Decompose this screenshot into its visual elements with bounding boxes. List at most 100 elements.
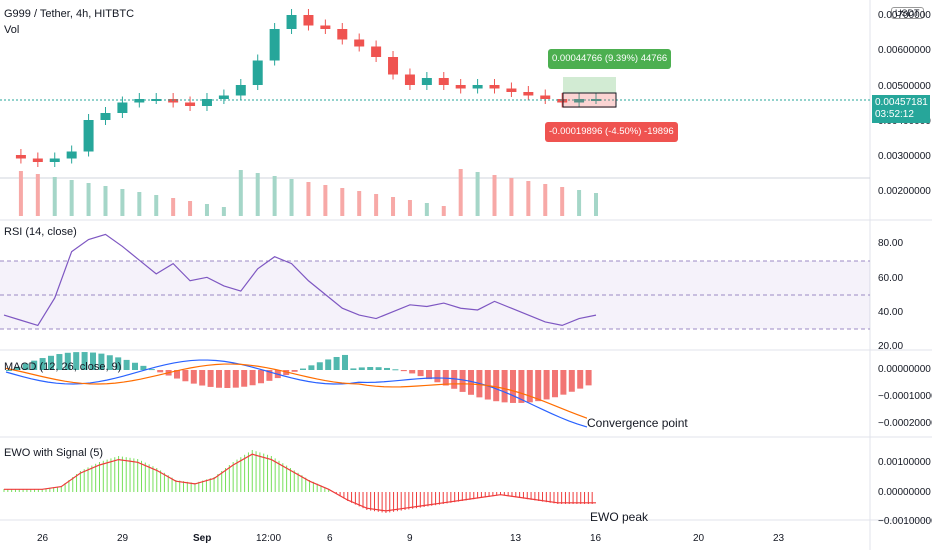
profit-zone [563, 77, 616, 93]
macd-histogram-bar [568, 370, 575, 392]
candle-body [32, 158, 43, 162]
macd-histogram-bar [577, 370, 584, 389]
volume-bar [52, 177, 57, 216]
volume-bar [492, 175, 497, 216]
volume-bar [204, 204, 209, 216]
candle-body [320, 25, 331, 29]
candle-body [337, 29, 348, 40]
volume-bar [424, 203, 429, 216]
macd-histogram-bar [56, 354, 63, 370]
macd-histogram-bar [81, 352, 88, 370]
time-tick: 9 [407, 533, 413, 544]
candle-body [201, 99, 212, 106]
ewo-title: EWO with Signal (5) [4, 447, 104, 459]
price-tick: 0.00500000 [878, 81, 931, 92]
macd-title: MACD (12, 26, close, 9) [4, 361, 122, 373]
ewo-tick: 0.00000000 [878, 487, 931, 498]
macd-histogram-bar [493, 370, 500, 402]
macd-histogram-bar [132, 362, 138, 370]
volume-bar [475, 172, 480, 216]
macd-histogram-bar [333, 356, 340, 370]
rsi-tick: 60.00 [878, 273, 904, 284]
macd-histogram-bar [300, 368, 306, 370]
macd-tick: 0.00000000 [878, 364, 931, 375]
macd-histogram-bar [358, 367, 365, 370]
volume-bar [238, 170, 243, 216]
macd-histogram-bar [22, 363, 29, 370]
candle-body [438, 78, 449, 85]
volume-bar [171, 198, 176, 216]
candle-body [235, 85, 246, 96]
price-tick: 0.00600000 [878, 45, 931, 56]
macd-histogram-bar [468, 370, 474, 395]
macd-histogram-bar [106, 355, 113, 370]
price-tick: 0.00200000 [878, 186, 931, 197]
volume-bar [69, 180, 74, 216]
macd-histogram-bar [48, 355, 54, 370]
macd-histogram-bar [115, 357, 122, 370]
macd-histogram-bar [224, 370, 231, 388]
rsi-title: RSI (14, close) [4, 226, 77, 238]
ewo-tick: −0.00100000 [878, 516, 932, 527]
volume-bar [255, 173, 260, 216]
volume-bar [86, 183, 91, 216]
time-tick: 29 [117, 533, 129, 544]
macd-histogram-bar [148, 369, 155, 371]
volume-bar [560, 187, 565, 216]
symbol-title: G999 / Tether, 4h, HITBTC [4, 8, 135, 20]
candle-body [506, 88, 517, 92]
macd-histogram-bar [342, 354, 348, 370]
macd-histogram-bar [375, 367, 382, 370]
candle-body [574, 99, 585, 103]
volume-bar [526, 181, 531, 216]
macd-histogram-bar [241, 370, 248, 387]
macd-histogram-bar [140, 365, 147, 370]
time-tick: 16 [590, 533, 602, 544]
candle-body [557, 99, 568, 103]
volume-bar [137, 192, 142, 216]
candle-body [252, 60, 263, 85]
loss-label: -0.00019896 (-4.50%) -19896 [545, 122, 678, 142]
macd-histogram-bar [409, 370, 416, 374]
macd-histogram-bar [207, 370, 214, 387]
macd-histogram-bar [90, 352, 96, 370]
candle-body [371, 46, 382, 57]
volume-label: Vol [4, 24, 20, 36]
profit-label: 0.00044766 (9.39%) 44766 [548, 49, 672, 69]
currency-badge[interactable]: USDT [891, 7, 924, 19]
time-tick: 13 [510, 533, 522, 544]
macd-signal-line [5, 363, 595, 422]
macd-line [5, 359, 595, 430]
time-tick: 26 [37, 533, 49, 544]
rsi-tick: 40.00 [878, 307, 904, 318]
volume-bar [272, 176, 277, 216]
macd-histogram-bar [384, 367, 390, 370]
candle-body [472, 85, 483, 89]
candle-body [404, 74, 415, 85]
macd-histogram-bar [543, 370, 550, 400]
macd-histogram-bar [518, 370, 525, 403]
volume-bar [594, 193, 598, 216]
macd-tick: −0.00010000 [878, 391, 932, 402]
volume-bar [458, 169, 463, 216]
volume-bar [18, 171, 23, 216]
macd-histogram-bar [484, 370, 491, 400]
macd-histogram-bar [535, 370, 542, 402]
macd-histogram-bar [73, 352, 80, 370]
candle-body [540, 95, 551, 99]
volume-bar [154, 195, 159, 216]
macd-histogram-bar [216, 370, 222, 388]
volume-bar [103, 186, 108, 216]
candle-body [286, 15, 297, 29]
time-tick: 12:00 [256, 533, 282, 544]
macd-histogram-bar [123, 359, 130, 370]
time-tick: 6 [327, 533, 333, 544]
macd-histogram-bar [350, 368, 357, 370]
candle-body [15, 155, 26, 159]
macd-histogram-bar [426, 370, 432, 380]
macd-histogram-bar [199, 370, 206, 386]
volume-bar [120, 189, 125, 216]
volume-bar [374, 194, 379, 216]
candle-body [388, 57, 399, 75]
